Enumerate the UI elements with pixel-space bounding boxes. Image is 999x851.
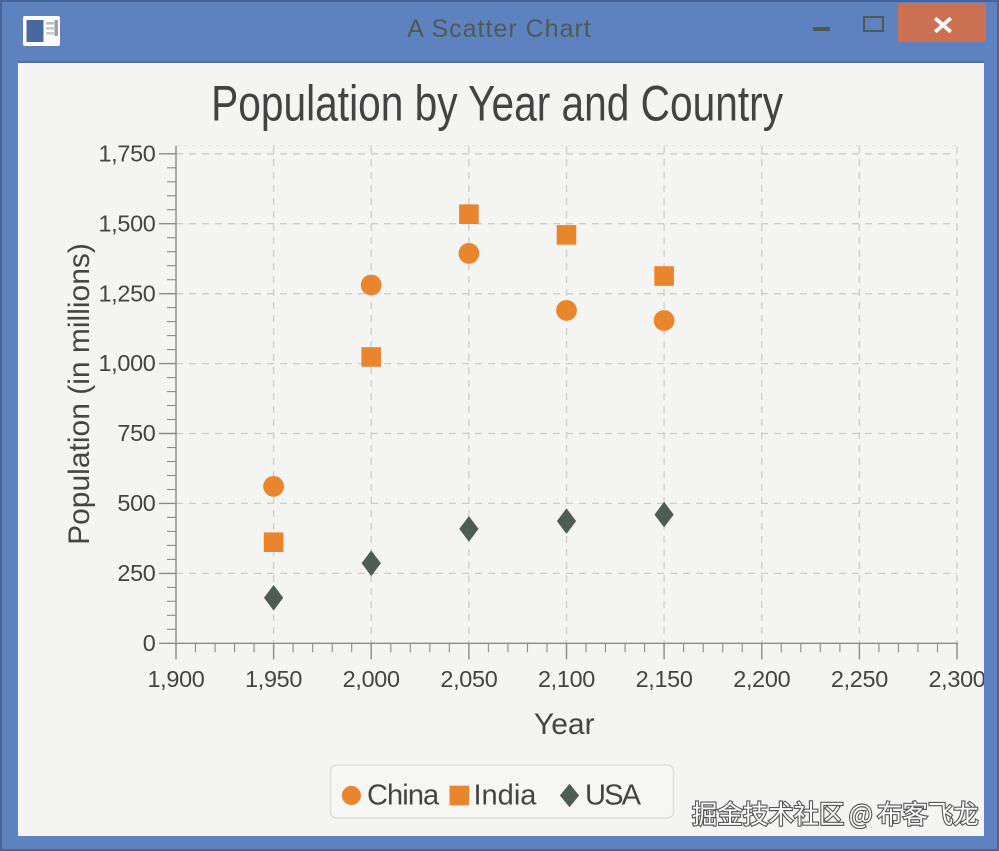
svg-text:1,250: 1,250 bbox=[98, 280, 155, 306]
svg-text:Year: Year bbox=[534, 708, 595, 741]
svg-text:2,050: 2,050 bbox=[440, 666, 497, 692]
svg-text:2,250: 2,250 bbox=[831, 666, 888, 692]
svg-text:Population (in millions): Population (in millions) bbox=[63, 243, 96, 545]
svg-text:India: India bbox=[474, 779, 538, 811]
svg-text:1,900: 1,900 bbox=[147, 666, 204, 692]
svg-text:1,750: 1,750 bbox=[98, 140, 155, 166]
svg-text:China: China bbox=[367, 779, 440, 811]
svg-text:1,950: 1,950 bbox=[245, 666, 302, 692]
svg-text:750: 750 bbox=[117, 420, 155, 446]
svg-text:500: 500 bbox=[117, 490, 155, 516]
svg-text:0: 0 bbox=[143, 630, 156, 656]
svg-text:1,500: 1,500 bbox=[98, 210, 155, 236]
svg-text:USA: USA bbox=[585, 779, 642, 811]
svg-text:1,000: 1,000 bbox=[98, 350, 155, 376]
svg-text:2,200: 2,200 bbox=[733, 666, 790, 692]
svg-text:2,000: 2,000 bbox=[343, 666, 400, 692]
svg-text:250: 250 bbox=[117, 560, 155, 586]
svg-text:Population by Year and Country: Population by Year and Country bbox=[211, 75, 783, 131]
svg-text:2,150: 2,150 bbox=[636, 666, 693, 692]
svg-text:2,300: 2,300 bbox=[928, 666, 985, 692]
svg-text:2,100: 2,100 bbox=[538, 666, 595, 692]
